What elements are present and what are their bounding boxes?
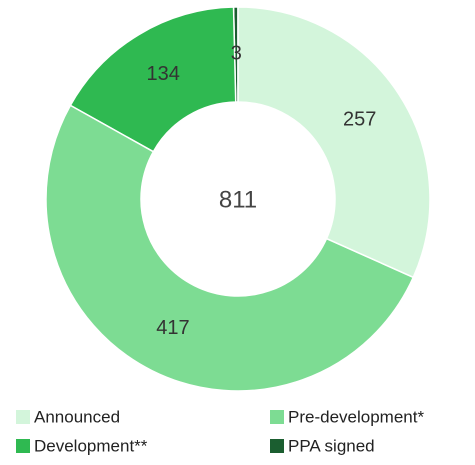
legend-swatch xyxy=(270,439,284,453)
legend-swatch xyxy=(16,439,30,453)
donut-slice xyxy=(237,6,431,279)
legend-label: Development** xyxy=(34,436,148,455)
legend-label: Announced xyxy=(34,407,120,426)
legend-label: PPA signed xyxy=(288,436,375,455)
data-label: 257 xyxy=(343,108,376,130)
legend-label: Pre-development* xyxy=(288,407,424,426)
donut-slice xyxy=(45,104,415,392)
center-label: 811 xyxy=(219,186,257,213)
legend-swatch xyxy=(16,410,30,424)
data-label: 417 xyxy=(156,317,189,339)
data-label: 134 xyxy=(146,63,179,85)
data-label: 3 xyxy=(231,42,242,64)
legend-swatch xyxy=(270,410,284,424)
donut-slice xyxy=(69,6,237,153)
